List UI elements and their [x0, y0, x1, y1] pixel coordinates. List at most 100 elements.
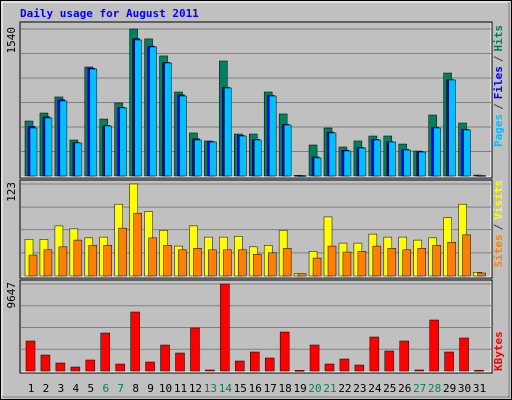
- x-tick-label: 16: [249, 382, 262, 395]
- bar: [447, 242, 456, 277]
- legend: KBytes: [492, 331, 505, 371]
- bar: [28, 254, 38, 277]
- x-tick-label: 4: [73, 382, 80, 395]
- x-tick-label: 5: [87, 382, 94, 395]
- bar: [133, 212, 142, 277]
- bar: [220, 283, 230, 372]
- x-tick-label: 8: [132, 382, 139, 395]
- bar: [250, 351, 260, 372]
- x-tick-label: 26: [398, 382, 411, 395]
- bar: [40, 354, 51, 372]
- x-tick-label: 27: [413, 382, 426, 395]
- bar: [43, 249, 53, 277]
- bar: [354, 364, 365, 372]
- x-tick-label: 23: [353, 382, 366, 395]
- x-tick-label: 31: [473, 382, 486, 395]
- bar: [104, 125, 112, 177]
- bar: [402, 249, 411, 277]
- chart-title: Daily usage for August 2011: [20, 7, 199, 20]
- bar: [119, 107, 127, 177]
- bar: [209, 141, 217, 177]
- bar: [268, 95, 277, 177]
- bar: [358, 147, 367, 177]
- bar: [25, 340, 36, 372]
- bar: [279, 331, 290, 372]
- bar: [160, 344, 170, 372]
- bar: [399, 340, 409, 372]
- x-tick-label: 19: [293, 382, 306, 395]
- bar: [312, 257, 322, 277]
- bar: [58, 246, 68, 277]
- legend-entry: Sites: [492, 234, 505, 267]
- bar: [264, 357, 275, 372]
- x-tick-label: 9: [147, 382, 154, 395]
- legend-entry: Pages: [492, 114, 505, 147]
- bar: [267, 252, 277, 277]
- x-tick-label: 29: [443, 382, 456, 395]
- bar: [44, 117, 53, 177]
- x-tick-label: 25: [383, 382, 396, 395]
- x-tick-label: 12: [189, 382, 202, 395]
- bar: [73, 239, 83, 277]
- bar: [417, 248, 426, 277]
- bar: [29, 127, 38, 177]
- bar: [298, 175, 307, 177]
- bar: [89, 68, 98, 177]
- bar: [149, 46, 157, 177]
- bar: [357, 251, 367, 277]
- legend: Pages / Files / Hits: [492, 25, 505, 147]
- x-tick-label: 2: [43, 382, 50, 395]
- legend-separator: /: [492, 55, 505, 62]
- bar: [297, 273, 307, 277]
- x-tick-label: 17: [264, 382, 277, 395]
- bar: [254, 139, 262, 177]
- bar: [328, 132, 337, 177]
- bar: [327, 245, 337, 277]
- bar: [70, 366, 81, 372]
- bar: [309, 344, 320, 372]
- bar: [223, 249, 232, 277]
- bar: [403, 149, 411, 177]
- bar: [384, 350, 395, 372]
- legend-separator: /: [492, 103, 505, 110]
- bar: [208, 249, 217, 277]
- bar: [88, 245, 98, 277]
- bar: [414, 369, 424, 372]
- bar: [194, 139, 202, 177]
- bar: [74, 142, 83, 177]
- x-tick-label: 15: [234, 382, 247, 395]
- x-tick-label: 14: [219, 382, 233, 395]
- bar: [474, 369, 484, 372]
- x-tick-label: 18: [279, 382, 292, 395]
- bar: [477, 272, 486, 277]
- bar: [59, 100, 68, 177]
- bar: [239, 135, 247, 177]
- bar: [148, 237, 157, 277]
- bar: [339, 358, 350, 372]
- bar: [235, 360, 245, 372]
- bar: [238, 249, 247, 277]
- bar: [388, 141, 397, 177]
- legend-entry: Visits: [492, 180, 505, 220]
- x-tick-label: 10: [159, 382, 172, 395]
- bar: [115, 363, 125, 372]
- bar: [283, 124, 292, 177]
- bar: [134, 39, 142, 177]
- bar: [373, 139, 382, 177]
- bar: [55, 362, 66, 372]
- bar: [179, 95, 187, 177]
- bar: [342, 251, 352, 277]
- bar: [343, 150, 352, 177]
- y-tick-label: 1540: [5, 27, 18, 54]
- bar: [163, 245, 172, 277]
- bar: [372, 245, 382, 277]
- bar: [387, 248, 397, 277]
- x-tick-label: 24: [368, 382, 382, 395]
- bar: [432, 245, 441, 277]
- bar: [178, 249, 187, 277]
- bar: [282, 248, 292, 277]
- bar: [294, 370, 305, 372]
- bar: [324, 363, 335, 372]
- bar: [103, 245, 112, 277]
